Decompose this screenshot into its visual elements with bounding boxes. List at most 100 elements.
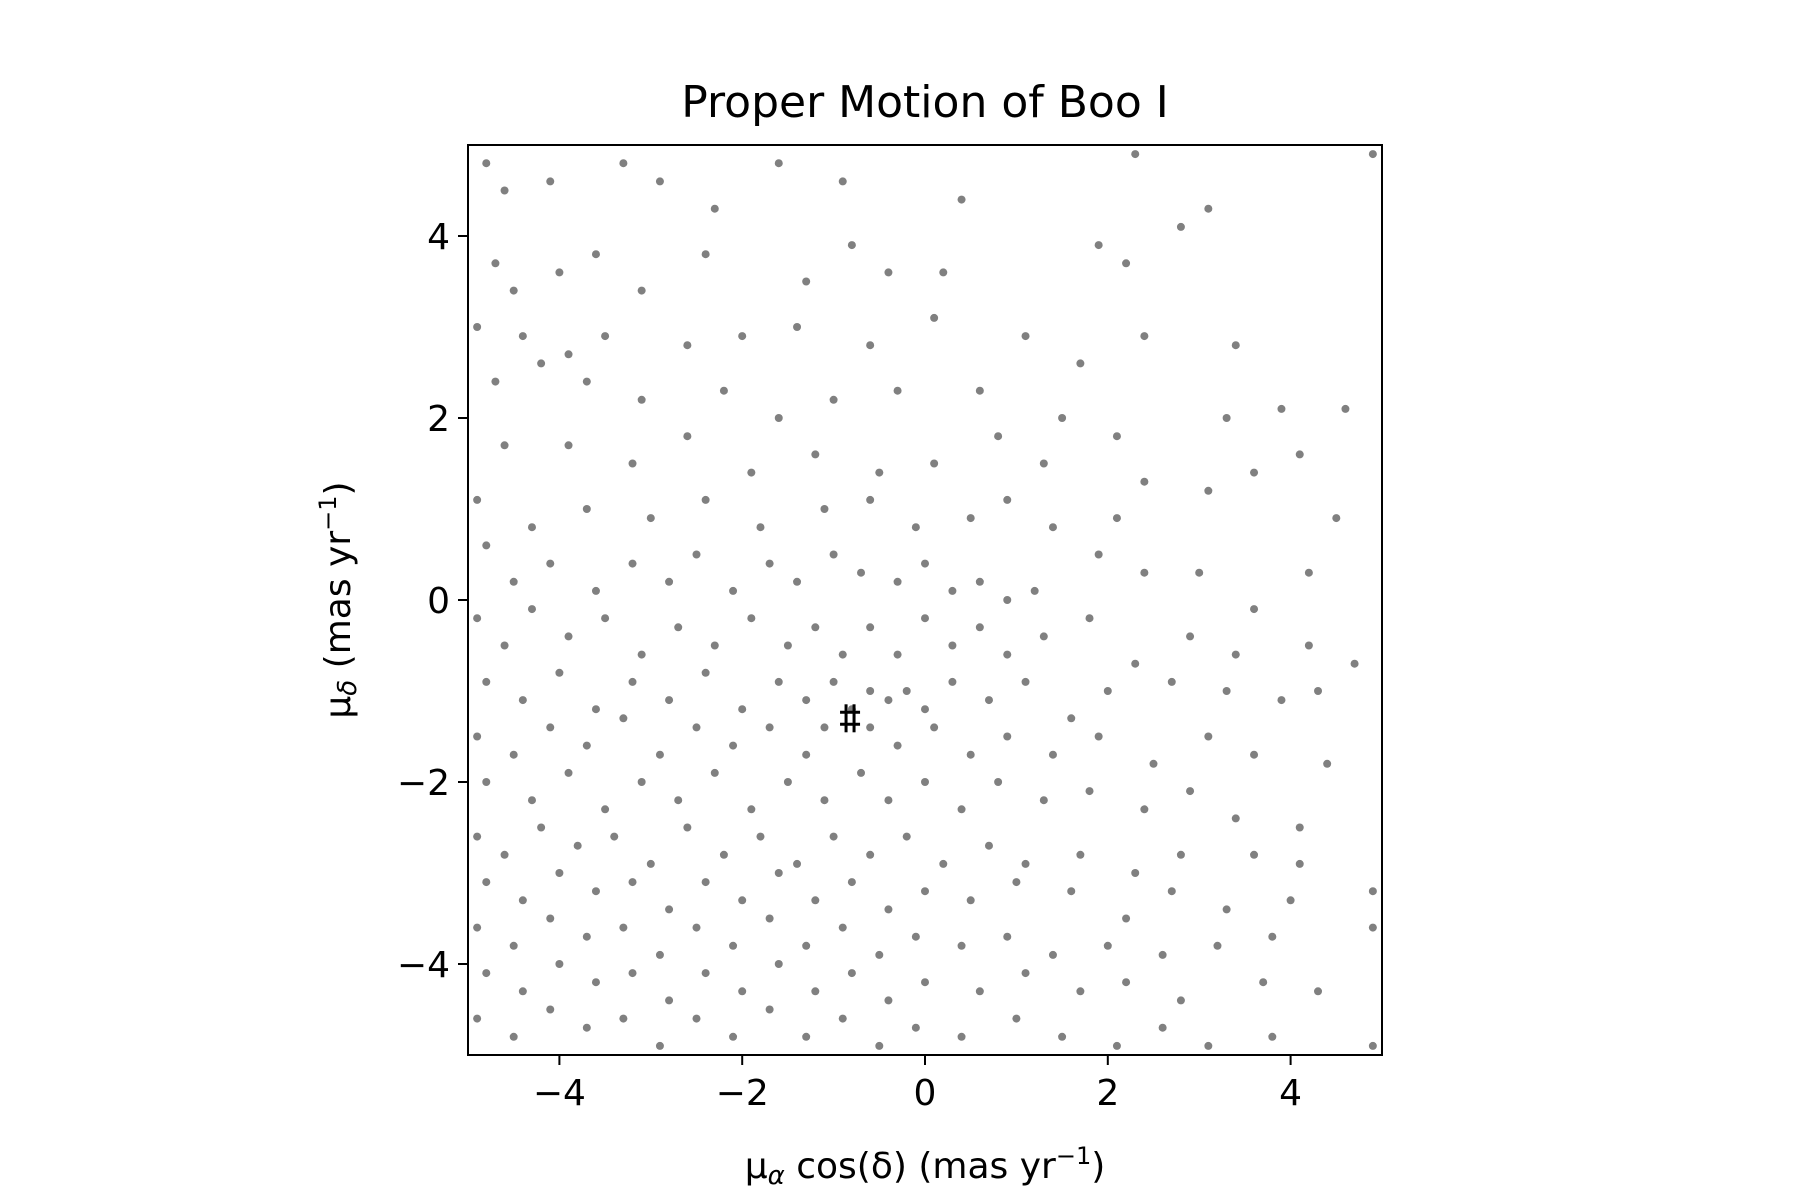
scatter-point xyxy=(564,441,573,450)
scatter-point xyxy=(683,341,692,350)
scatter-point xyxy=(1076,359,1085,368)
scatter-point xyxy=(875,468,884,477)
scatter-point xyxy=(948,586,957,595)
scatter-point xyxy=(738,987,747,996)
scatter-point xyxy=(802,277,811,286)
scatter-point xyxy=(1222,414,1231,422)
scatter-point xyxy=(1140,477,1149,486)
scatter-point xyxy=(701,250,710,259)
scatter-point xyxy=(939,859,948,868)
scatter-point xyxy=(1012,878,1021,887)
scatter-point xyxy=(875,950,884,959)
scatter-point xyxy=(893,741,902,750)
scatter-point xyxy=(473,1014,482,1023)
scatter-point xyxy=(1067,887,1076,896)
scatter-point xyxy=(1048,523,1057,532)
scatter-point xyxy=(674,623,683,632)
scatter-point xyxy=(665,905,674,914)
scatter-point xyxy=(1204,732,1213,741)
scatter-point xyxy=(527,796,536,805)
scatter-point xyxy=(1021,677,1030,686)
scatter-point xyxy=(482,159,491,168)
scatter-point xyxy=(701,495,710,504)
scatter-point xyxy=(921,614,929,623)
scatter-point xyxy=(802,941,811,950)
scatter-point xyxy=(765,914,774,923)
scatter-point xyxy=(747,805,756,814)
scatter-point xyxy=(573,841,582,850)
scatter-point xyxy=(994,778,1003,786)
scatter-point xyxy=(948,677,957,686)
scatter-point xyxy=(1368,1041,1377,1050)
scatter-point xyxy=(1140,805,1149,814)
scatter-point xyxy=(1295,823,1304,832)
scatter-point xyxy=(1158,1023,1167,1032)
x-tick-label: 2 xyxy=(1096,1073,1119,1114)
scatter-point xyxy=(1186,632,1195,641)
scatter-point xyxy=(1067,714,1076,723)
scatter-point xyxy=(637,395,646,404)
scatter-point xyxy=(628,559,637,568)
scatter-point xyxy=(710,768,719,777)
scatter-point xyxy=(1304,641,1313,650)
y-axis-label: μδ (mas yr−1) xyxy=(314,481,363,718)
scatter-point xyxy=(637,286,646,295)
scatter-point xyxy=(482,677,491,686)
scatter-point xyxy=(838,923,847,932)
scatter-point xyxy=(619,923,628,932)
scatter-point xyxy=(1295,859,1304,868)
scatter-point xyxy=(473,495,482,504)
scatter-point xyxy=(582,1023,591,1032)
scatter-point xyxy=(729,586,738,595)
scatter-point xyxy=(582,932,591,941)
scatter-point xyxy=(802,696,811,705)
scatter-point xyxy=(866,623,875,632)
scatter-point xyxy=(527,523,536,532)
scatter-point xyxy=(692,923,701,932)
scatter-point xyxy=(601,614,610,623)
scatter-point xyxy=(774,960,783,968)
scatter-point xyxy=(1286,896,1295,905)
scatter-point xyxy=(847,878,856,887)
scatter-point xyxy=(793,577,802,586)
scatter-point xyxy=(884,696,893,705)
scatter-point xyxy=(738,332,747,341)
scatter-point xyxy=(591,705,600,714)
scatter-point xyxy=(1048,750,1057,759)
scatter-point xyxy=(756,832,765,841)
scatter-point xyxy=(756,523,765,532)
scatter-point xyxy=(619,159,628,168)
scatter-point xyxy=(1058,414,1067,422)
scatter-point xyxy=(921,978,929,987)
scatter-point xyxy=(674,796,683,805)
scatter-point xyxy=(793,323,802,331)
scatter-point xyxy=(966,514,975,523)
scatter-point xyxy=(1012,1014,1021,1023)
scatter-point xyxy=(628,969,637,978)
scatter-point xyxy=(500,186,509,195)
scatter-point xyxy=(866,723,875,732)
scatter-point xyxy=(884,268,893,277)
scatter-point xyxy=(1158,950,1167,959)
scatter-point xyxy=(838,650,847,659)
scatter-point xyxy=(1368,150,1377,159)
scatter-point xyxy=(537,823,546,832)
scatter-point xyxy=(857,568,866,577)
scatter-point xyxy=(1103,941,1112,950)
scatter-point xyxy=(701,878,710,887)
x-tick-label: 0 xyxy=(914,1073,937,1114)
scatter-point xyxy=(1195,568,1204,577)
scatter-point xyxy=(729,1032,738,1041)
scatter-point xyxy=(473,923,482,932)
scatter-point xyxy=(692,550,701,559)
scatter-point xyxy=(1094,732,1103,741)
scatter-point xyxy=(774,159,783,168)
scatter-point xyxy=(1268,932,1277,941)
scatter-point xyxy=(1003,495,1012,504)
scatter-point xyxy=(975,386,984,395)
scatter-point xyxy=(509,750,518,759)
scatter-point xyxy=(866,341,875,350)
scatter-point xyxy=(1131,150,1140,159)
scatter-point xyxy=(546,914,555,923)
